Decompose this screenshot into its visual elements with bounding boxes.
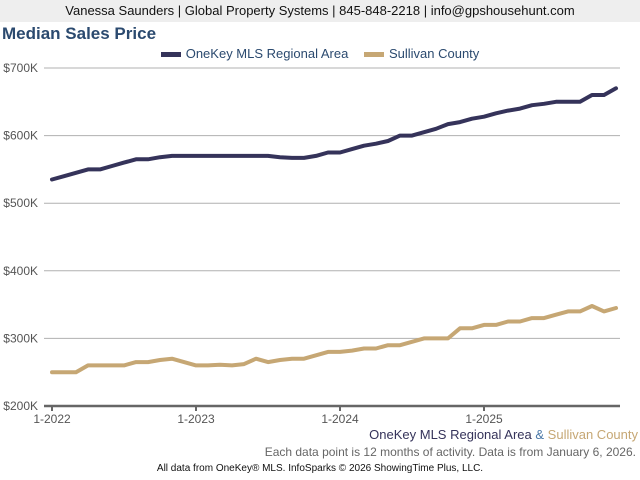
- legend-swatch-sullivan: [363, 52, 384, 58]
- legend-label-sullivan: Sullivan County: [388, 46, 480, 61]
- y-tick-label: $300K: [3, 331, 38, 345]
- y-tick-label: $700K: [3, 61, 38, 75]
- y-tick-label: $200K: [3, 399, 38, 413]
- x-tick-label: 1-2025: [465, 412, 503, 426]
- series-line-onekey: [50, 86, 618, 182]
- x-tick-label: 1-2023: [177, 412, 215, 426]
- bottom-legend-onekey: OneKey MLS Regional Area: [369, 427, 532, 442]
- legend-swatch-onekey: [160, 52, 181, 58]
- legend: OneKey MLS Regional Area Sullivan County: [0, 46, 640, 61]
- series-line-sullivan: [50, 304, 618, 375]
- legend-label-onekey: OneKey MLS Regional Area: [185, 46, 349, 61]
- data-note: Each data point is 12 months of activity…: [264, 445, 636, 459]
- y-tick-label: $500K: [3, 196, 38, 210]
- legend-item-sullivan[interactable]: Sullivan County: [363, 46, 480, 61]
- footer: All data from OneKey® MLS. InfoSparks © …: [156, 463, 484, 474]
- x-tick-label: 1-2024: [321, 412, 359, 426]
- bottom-legend-sullivan: Sullivan County: [547, 427, 638, 442]
- bottom-legend: OneKey MLS Regional Area & Sullivan Coun…: [369, 427, 638, 442]
- y-tick-label: $400K: [3, 264, 38, 278]
- legend-item-onekey[interactable]: OneKey MLS Regional Area: [160, 46, 349, 61]
- contact-header: Vanessa Saunders | Global Property Syste…: [0, 0, 640, 22]
- bottom-legend-amp: &: [531, 427, 548, 442]
- x-tick-label: 1-2022: [33, 412, 71, 426]
- y-tick-label: $600K: [3, 129, 38, 143]
- chart-title: Median Sales Price: [2, 24, 157, 43]
